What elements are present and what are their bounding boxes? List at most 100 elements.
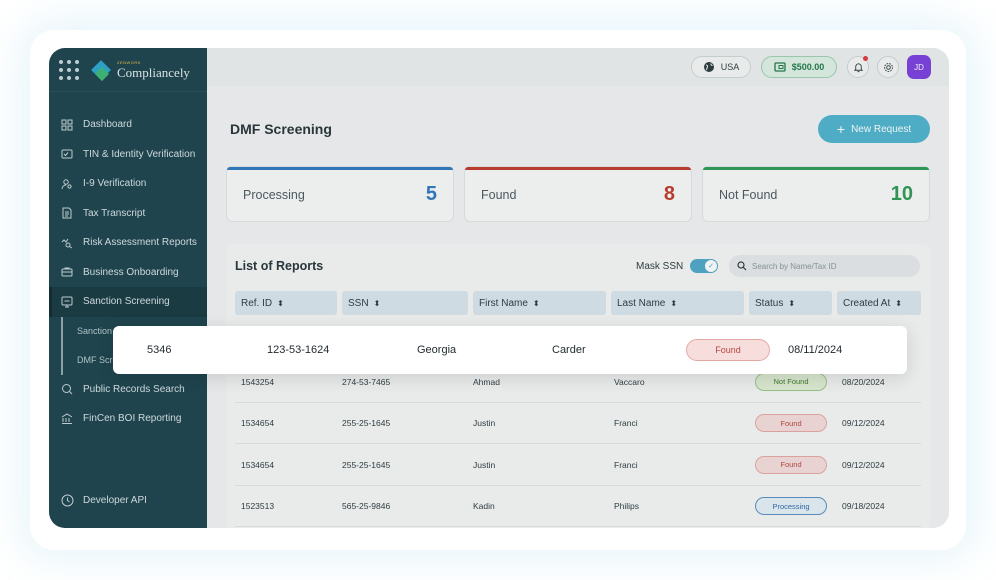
column-header-ssn[interactable]: SSN ⬍: [342, 291, 468, 315]
reports-title: List of Reports: [235, 259, 324, 273]
new-request-label: New Request: [851, 123, 912, 135]
column-header-last-name[interactable]: Last Name ⬍: [611, 291, 744, 315]
sidebar-item-label: Sanction Screening: [83, 296, 170, 308]
column-header-ref-id[interactable]: Ref. ID ⬍: [235, 291, 337, 315]
new-request-button[interactable]: + New Request: [818, 115, 930, 143]
cell-created-at: 09/12/2024: [842, 459, 885, 470]
bell-icon: [853, 62, 863, 72]
table-row[interactable]: 1534654 255-25-1645 Justin Franci Found …: [235, 403, 921, 444]
cell-created-at: 09/12/2024: [842, 418, 885, 429]
sort-icon: ⬍: [895, 298, 902, 308]
sidebar-item-tin-verification[interactable]: TIN & Identity Verification: [49, 140, 207, 170]
sidebar-item-tax-transcript[interactable]: Tax Transcript: [49, 199, 207, 229]
cell-last-name: Vaccaro: [614, 376, 645, 387]
stat-card-processing[interactable]: Processing 5: [226, 166, 454, 222]
table-row[interactable]: 1534654 255-25-1645 Justin Franci Found …: [235, 444, 921, 486]
sort-icon: ⬍: [373, 298, 381, 308]
sidebar-item-label: FinCen BOI Reporting: [83, 413, 182, 425]
sidebar-item-label: Risk Assessment Reports: [83, 237, 197, 249]
dashboard-icon: [61, 119, 73, 131]
stat-card-found[interactable]: Found 8: [464, 166, 692, 222]
wallet-balance[interactable]: $500.00: [761, 56, 837, 78]
sidebar-subitem-sanction[interactable]: Sanction: [61, 316, 207, 346]
sidebar-nav: Dashboard TIN & Identity Verification I-…: [49, 110, 207, 434]
sidebar-item-sanction-screening[interactable]: Sanction Screening: [49, 287, 207, 317]
apps-grid-icon[interactable]: [59, 59, 79, 80]
column-header-first-name[interactable]: First Name ⬍: [473, 291, 606, 315]
stat-label: Found: [481, 188, 517, 202]
column-label: First Name: [479, 297, 528, 309]
sidebar-item-developer-api[interactable]: Developer API: [61, 494, 147, 507]
sidebar-item-risk-assessment[interactable]: Risk Assessment Reports: [49, 228, 207, 258]
cell-ref-id: 1543254: [241, 376, 275, 387]
screening-icon: [61, 296, 73, 308]
top-bar: USA $500.00 JD: [207, 48, 949, 86]
notifications-button[interactable]: [847, 56, 869, 78]
cell-first-name: Georgia: [417, 344, 457, 356]
table-row[interactable]: 1523513 565-25-9846 Kadin Philips Proces…: [235, 486, 921, 527]
sort-icon: ⬍: [532, 298, 540, 308]
mask-ssn-label: Mask SSN: [636, 261, 684, 272]
avatar[interactable]: JD: [907, 55, 931, 79]
sidebar-header: ZENWORK Compliancely: [49, 48, 207, 92]
search-icon: [737, 261, 747, 271]
column-header-created-at[interactable]: Created At ⬍: [837, 291, 921, 315]
logo: ZENWORK Compliancely: [117, 59, 190, 79]
sidebar-item-i9-verification[interactable]: I-9 Verification: [49, 169, 207, 199]
cell-ref-id: 1523513: [241, 501, 275, 512]
sort-icon: ⬍: [788, 298, 796, 308]
globe-icon: [703, 62, 714, 72]
risk-search-icon: [61, 238, 73, 249]
table-row[interactable]: 1543254 274-53-7465 Ahmad Vaccaro Not Fo…: [235, 361, 921, 403]
sidebar-item-label: Developer API: [83, 495, 147, 506]
dim-overlay: [49, 48, 949, 528]
cell-ref-id: 1534654: [241, 459, 275, 470]
sidebar-item-dashboard[interactable]: Dashboard: [49, 110, 207, 140]
main-content: DMF Screening + New Request Processing 5…: [207, 86, 949, 528]
notification-dot: [863, 56, 868, 61]
briefcase-icon: [61, 267, 73, 277]
id-card-icon: [61, 149, 73, 159]
country-selector[interactable]: USA: [691, 56, 751, 78]
stat-accent-bar: [703, 167, 929, 170]
column-label: SSN: [348, 297, 369, 309]
stat-accent-bar: [465, 167, 691, 170]
developer-icon: [61, 494, 74, 507]
cell-first-name: Justin: [473, 418, 496, 429]
sidebar-item-label: I-9 Verification: [83, 178, 147, 190]
mask-ssn-toggle[interactable]: ✓: [690, 259, 718, 273]
country-label: USA: [720, 62, 740, 72]
sidebar-item-fincen-boi[interactable]: FinCen BOI Reporting: [49, 404, 207, 434]
cell-last-name: Philips: [614, 501, 640, 512]
column-label: Ref. ID: [241, 297, 273, 309]
cell-last-name: Franci: [614, 418, 638, 429]
cell-ssn: 565-25-9846: [342, 501, 391, 512]
settings-button[interactable]: [877, 56, 899, 78]
sidebar-item-label: Tax Transcript: [83, 207, 146, 219]
stat-card-not-found[interactable]: Not Found 10: [702, 166, 930, 222]
sidebar-item-public-records[interactable]: Public Records Search: [49, 375, 207, 405]
search-placeholder: Search by Name/Tax ID: [752, 261, 837, 271]
stat-label: Not Found: [719, 188, 778, 202]
cell-ssn: 255-25-1645: [342, 418, 391, 429]
sidebar: ZENWORK Compliancely Dashboard TIN & Ide…: [49, 48, 207, 528]
logo-tagline: ZENWORK: [117, 59, 141, 65]
cell-ssn: 123-53-1624: [267, 344, 330, 356]
sidebar-item-business-onboarding[interactable]: Business Onboarding: [49, 258, 207, 288]
sidebar-subitem-dmf-screening[interactable]: DMF Scre: [61, 345, 207, 375]
cell-first-name: Justin: [473, 459, 496, 470]
document-icon: [62, 207, 72, 219]
cell-ssn: 274-53-7465: [342, 376, 391, 387]
sidebar-item-label: TIN & Identity Verification: [83, 148, 196, 160]
highlighted-row-card[interactable]: 5346 123-53-1624 Georgia Carder Found 08…: [113, 326, 907, 374]
sort-icon: ⬍: [277, 298, 284, 308]
status-badge: Processing: [755, 497, 827, 516]
cell-ref-id: 1534654: [241, 418, 275, 429]
stat-label: Processing: [243, 188, 305, 202]
sidebar-subitem-label: Sanction: [77, 326, 113, 336]
sidebar-item-label: Dashboard: [83, 119, 132, 131]
globe-search-icon: [62, 384, 73, 395]
search-input[interactable]: Search by Name/Tax ID: [729, 255, 920, 277]
column-header-status[interactable]: Status ⬍: [749, 291, 832, 315]
cell-ref-id: 5346: [147, 344, 172, 356]
